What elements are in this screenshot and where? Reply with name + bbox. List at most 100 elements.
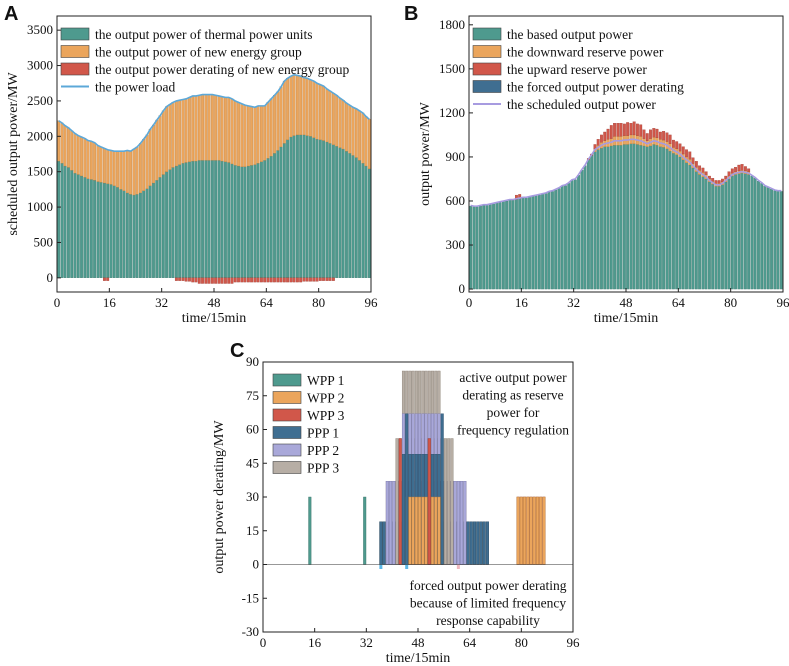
y-tick-label: 2000 (27, 128, 53, 143)
bar-derating (276, 277, 280, 283)
bar-new-energy (276, 91, 280, 151)
bar-new-energy (364, 116, 368, 167)
bar-base (495, 203, 499, 290)
bar-base (645, 146, 649, 290)
bar-derating (305, 277, 309, 282)
bar-new-energy (273, 95, 276, 154)
bar-base (737, 173, 741, 290)
x-tick-label: 80 (515, 635, 528, 650)
bar-thermal (325, 141, 329, 278)
bar-new-energy (63, 125, 67, 167)
bar-base (714, 186, 718, 290)
y-tick-label: 75 (246, 388, 259, 403)
bar-ppp-3 (450, 438, 454, 565)
bar-wpp-2 (434, 496, 438, 565)
bar-new-energy (106, 149, 110, 184)
x-tick-label: 80 (312, 295, 325, 310)
bar-base (698, 174, 702, 290)
legend-label: PPP 1 (307, 426, 339, 441)
bar-new-energy (348, 105, 352, 154)
bar-new-energy (279, 86, 283, 148)
x-tick-label: 64 (463, 635, 477, 650)
panel-b-scheduled-line-group (470, 138, 782, 207)
legend-label: the power load (95, 80, 175, 95)
bar-ppp-1 (379, 521, 383, 565)
panel-c-ylabel: output power derating/MW (212, 420, 227, 574)
bar-new-energy (269, 98, 273, 157)
bar-derating (204, 277, 208, 284)
bar-base (593, 151, 597, 290)
bar-up (639, 124, 643, 137)
y-tick-label: 1500 (439, 61, 465, 76)
bar-wpp-2 (411, 496, 415, 565)
bar-base (632, 143, 636, 290)
bar-derating (201, 277, 204, 284)
x-tick-label: 64 (672, 295, 686, 310)
bar-up (730, 168, 734, 174)
bar-thermal (279, 146, 283, 278)
panel-b-letter: B (404, 3, 418, 25)
bar-thermal (354, 157, 358, 278)
bar-new-energy (233, 100, 237, 166)
bar-wpp-1 (363, 496, 367, 565)
bar-ppp-1 (476, 521, 480, 565)
bar-new-energy (338, 97, 342, 148)
bar-derating (103, 277, 106, 281)
bar-base (537, 194, 541, 290)
bar-derating (312, 277, 316, 282)
bar-thermal (116, 187, 119, 278)
bar-wpp-2 (542, 496, 546, 565)
bar-thermal (266, 158, 270, 278)
panel-b-ticks: 0 16 32 48 64 80 96 0 300 600 900 1200 1500 1800 (439, 17, 789, 310)
bar-derating (194, 277, 198, 283)
panel-b-ylabel: output power/MW (418, 101, 433, 206)
bar-new-energy (295, 75, 299, 136)
bar-new-energy (145, 134, 149, 189)
bar-thermal (132, 194, 136, 278)
bar-derating (224, 277, 227, 284)
annotation-bottom-line: forced output power derating (409, 578, 566, 593)
annotation-bottom-line: response capability (436, 613, 540, 628)
bar-thermal (256, 163, 260, 278)
bar-base (704, 178, 708, 290)
bar-base (750, 175, 754, 290)
negative-derating-mark (379, 564, 383, 569)
bar-derating (322, 277, 325, 281)
bar-up (603, 131, 607, 141)
bar-thermal (214, 160, 218, 278)
bar-base (570, 180, 574, 290)
legend-label: PPP 2 (307, 443, 339, 458)
panel-a-xlabel: time/15min (182, 311, 247, 326)
bar-new-energy (240, 103, 244, 167)
bar-base (498, 202, 502, 290)
legend-swatch (472, 80, 502, 93)
bar-ppp-2 (463, 481, 467, 565)
bar-base (655, 145, 659, 290)
x-tick-label: 48 (412, 635, 425, 650)
bar-thermal (93, 180, 97, 278)
bar-new-energy (286, 78, 290, 140)
bar-derating (256, 277, 260, 283)
bar-base (554, 189, 558, 290)
bar-derating (269, 277, 273, 283)
bar-new-energy (96, 145, 100, 182)
bar-base (717, 186, 721, 290)
bar-base (488, 204, 492, 290)
bar-thermal (367, 168, 371, 278)
bar-up (688, 151, 692, 160)
x-tick-label: 32 (155, 295, 168, 310)
bar-base (776, 191, 780, 290)
legend-swatch (60, 27, 90, 41)
bar-new-energy (184, 98, 188, 163)
bar-up (743, 166, 747, 172)
bar-thermal (135, 194, 139, 278)
x-tick-label: 96 (777, 295, 789, 310)
bar-derating (253, 277, 257, 283)
panel-b: B 0 16 32 48 64 80 96 0 300 600 900 1200 1500 1800 ti… (404, 3, 789, 326)
bar-up (636, 123, 639, 136)
y-tick-label: 90 (246, 354, 259, 369)
bar-base (583, 165, 587, 290)
annotation-top-line: power for (487, 405, 540, 420)
bar-new-energy (331, 92, 335, 145)
